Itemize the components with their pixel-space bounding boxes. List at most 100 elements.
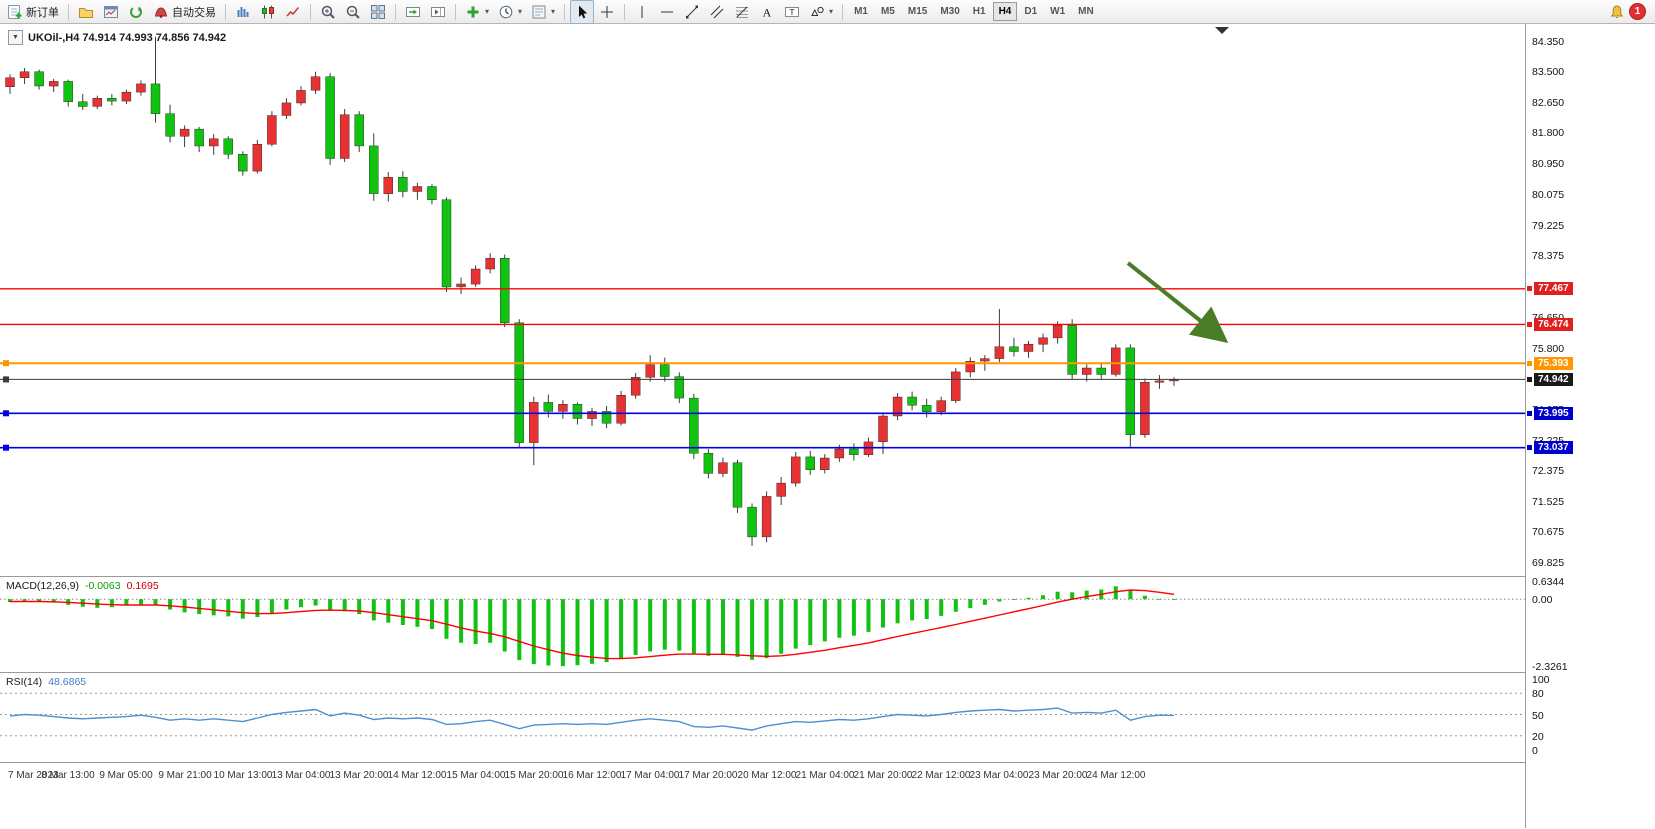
timeframe-button-m15[interactable]: M15 [907, 6, 928, 17]
svg-text:A: A [763, 5, 772, 19]
toolbar-separator [395, 3, 396, 20]
timeframe-button-m5[interactable]: M5 [880, 6, 895, 17]
time-axis-label: 21 Mar 04:00 [795, 770, 855, 781]
timeframe-button-h1[interactable]: H1 [972, 6, 986, 17]
zoom-in-button[interactable] [316, 0, 340, 24]
price-axis-label: 80.075 [1532, 189, 1565, 201]
time-axis[interactable]: 7 Mar 2023 8 Mar 13:00 9 Mar 05:00 9 Mar 21… [0, 763, 1525, 828]
time-axis-label: 8 Mar 13:00 [41, 770, 95, 781]
price-level-badge[interactable]: 73.037 [1527, 441, 1573, 454]
line-handle[interactable] [3, 444, 9, 451]
level-lines-layer[interactable] [0, 288, 1525, 451]
price-level-badge[interactable]: 77.467 [1527, 282, 1573, 295]
dropdown-caret-icon: ▾ [551, 7, 556, 16]
notifications-area[interactable]: 1 [1609, 3, 1646, 20]
cursor-button[interactable] [570, 0, 595, 24]
badge-value: 75.393 [1534, 357, 1573, 370]
rsi-level-lines [0, 692, 1525, 737]
time-axis-label: 7 Mar 2023 [8, 770, 59, 781]
new-order-button[interactable]: 新订单 [3, 0, 63, 24]
main-chart-canvas[interactable] [0, 24, 1525, 576]
autotrading-button[interactable]: 自动交易 [149, 0, 220, 24]
line-handle[interactable] [3, 360, 9, 367]
time-axis-label: 23 Mar 20:00 [1028, 770, 1088, 781]
indicator-plus-icon [467, 6, 479, 17]
chart-bar-button[interactable] [231, 0, 255, 24]
panel-divider[interactable] [0, 672, 1655, 673]
svg-text:T: T [789, 6, 794, 16]
zoom-out-button[interactable] [341, 0, 365, 24]
vertical-line-button[interactable] [630, 0, 654, 24]
rsi-axis-label: 20 [1532, 731, 1544, 743]
toolbar-separator [455, 3, 456, 20]
timeframe-button-m1[interactable]: M1 [854, 6, 868, 17]
horizontal-line-button[interactable] [655, 0, 679, 24]
time-axis-label: 17 Mar 04:00 [620, 770, 680, 781]
auto-scroll-button[interactable] [401, 0, 425, 24]
timeframe-button-w1[interactable]: W1 [1050, 6, 1066, 17]
time-axis-label: 15 Mar 04:00 [446, 770, 506, 781]
macd-signal-line [10, 589, 1175, 660]
badge-marker [1527, 286, 1532, 291]
time-axis-label: 13 Mar 20:00 [329, 770, 389, 781]
market-watch-button[interactable] [99, 0, 123, 24]
tile-windows-button[interactable] [366, 0, 390, 24]
fibonacci-button[interactable] [730, 0, 754, 24]
shapes-button[interactable]: ▾ [805, 0, 837, 24]
refresh-button[interactable] [124, 0, 148, 24]
text-button[interactable]: A [755, 0, 779, 24]
rsi-axis-label: 80 [1532, 688, 1544, 700]
crosshair-button[interactable] [595, 0, 619, 24]
macd-value-signal: 0.1695 [126, 580, 159, 592]
badge-value: 77.467 [1534, 282, 1573, 295]
line-handle[interactable] [3, 410, 9, 417]
indicators-button[interactable]: ▾ [461, 0, 493, 24]
price-axis-label: 72.375 [1532, 465, 1565, 477]
price-level-badge[interactable]: 76.474 [1527, 318, 1573, 331]
chart-candle-button[interactable] [256, 0, 280, 24]
macd-value-main: -0.0063 [84, 580, 121, 592]
chart-line-button[interactable] [281, 0, 305, 24]
timeframe-button-h4[interactable]: H4 [992, 2, 1018, 21]
badge-marker [1527, 377, 1532, 382]
rsi-panel-canvas[interactable] [0, 673, 1525, 762]
price-axis[interactable]: 84.350 83.500 82.650 81.800 80.950 80.075 79.2… [1525, 24, 1655, 828]
trendline-button[interactable] [680, 0, 704, 24]
price-axis-label: 82.650 [1532, 97, 1565, 109]
autotrade-icon [154, 6, 168, 18]
rsi-axis-label: 50 [1532, 710, 1544, 722]
templates-button[interactable]: ▾ [527, 0, 559, 24]
price-level-badge[interactable]: 74.942 [1527, 373, 1573, 386]
profiles-button[interactable] [74, 0, 98, 24]
periods-button[interactable]: ▾ [494, 0, 526, 24]
time-axis-label: 23 Mar 04:00 [969, 770, 1029, 781]
time-axis-label: 24 Mar 12:00 [1086, 770, 1146, 781]
line-handle[interactable] [3, 376, 9, 383]
chart-shift-marker[interactable] [1215, 27, 1229, 34]
panel-divider[interactable] [0, 576, 1655, 577]
macd-panel-canvas[interactable] [0, 577, 1525, 672]
price-axis-label: 69.825 [1532, 557, 1565, 569]
timeframe-button-mn[interactable]: MN [1078, 6, 1094, 17]
timeframe-button-m30[interactable]: M30 [940, 6, 960, 17]
macd-axis-label: 0.6344 [1532, 576, 1565, 588]
price-level-badge[interactable]: 73.995 [1527, 407, 1573, 420]
notification-badge[interactable]: 1 [1629, 3, 1646, 20]
toolbar-separator [68, 3, 69, 20]
time-axis-label: 10 Mar 13:00 [213, 770, 273, 781]
toolbar-separator [842, 3, 844, 20]
drawn-arrow-object[interactable] [1126, 261, 1229, 343]
macd-axis-label: 0.00 [1532, 594, 1553, 606]
dropdown-caret-icon: ▾ [829, 7, 834, 16]
panel-divider[interactable] [0, 762, 1655, 763]
tile-icon [371, 4, 385, 19]
timeframe-button-d1[interactable]: D1 [1024, 6, 1038, 17]
one-click-trading-toggle[interactable]: ▼ [8, 30, 23, 45]
line-icon [286, 6, 300, 16]
rsi-axis-label: 0 [1532, 745, 1538, 757]
chart-shift-button[interactable] [426, 0, 450, 24]
label-button[interactable]: T [780, 0, 804, 24]
price-level-badge[interactable]: 75.393 [1527, 357, 1573, 370]
zoom-out-icon [346, 5, 360, 19]
channel-button[interactable] [705, 0, 729, 24]
